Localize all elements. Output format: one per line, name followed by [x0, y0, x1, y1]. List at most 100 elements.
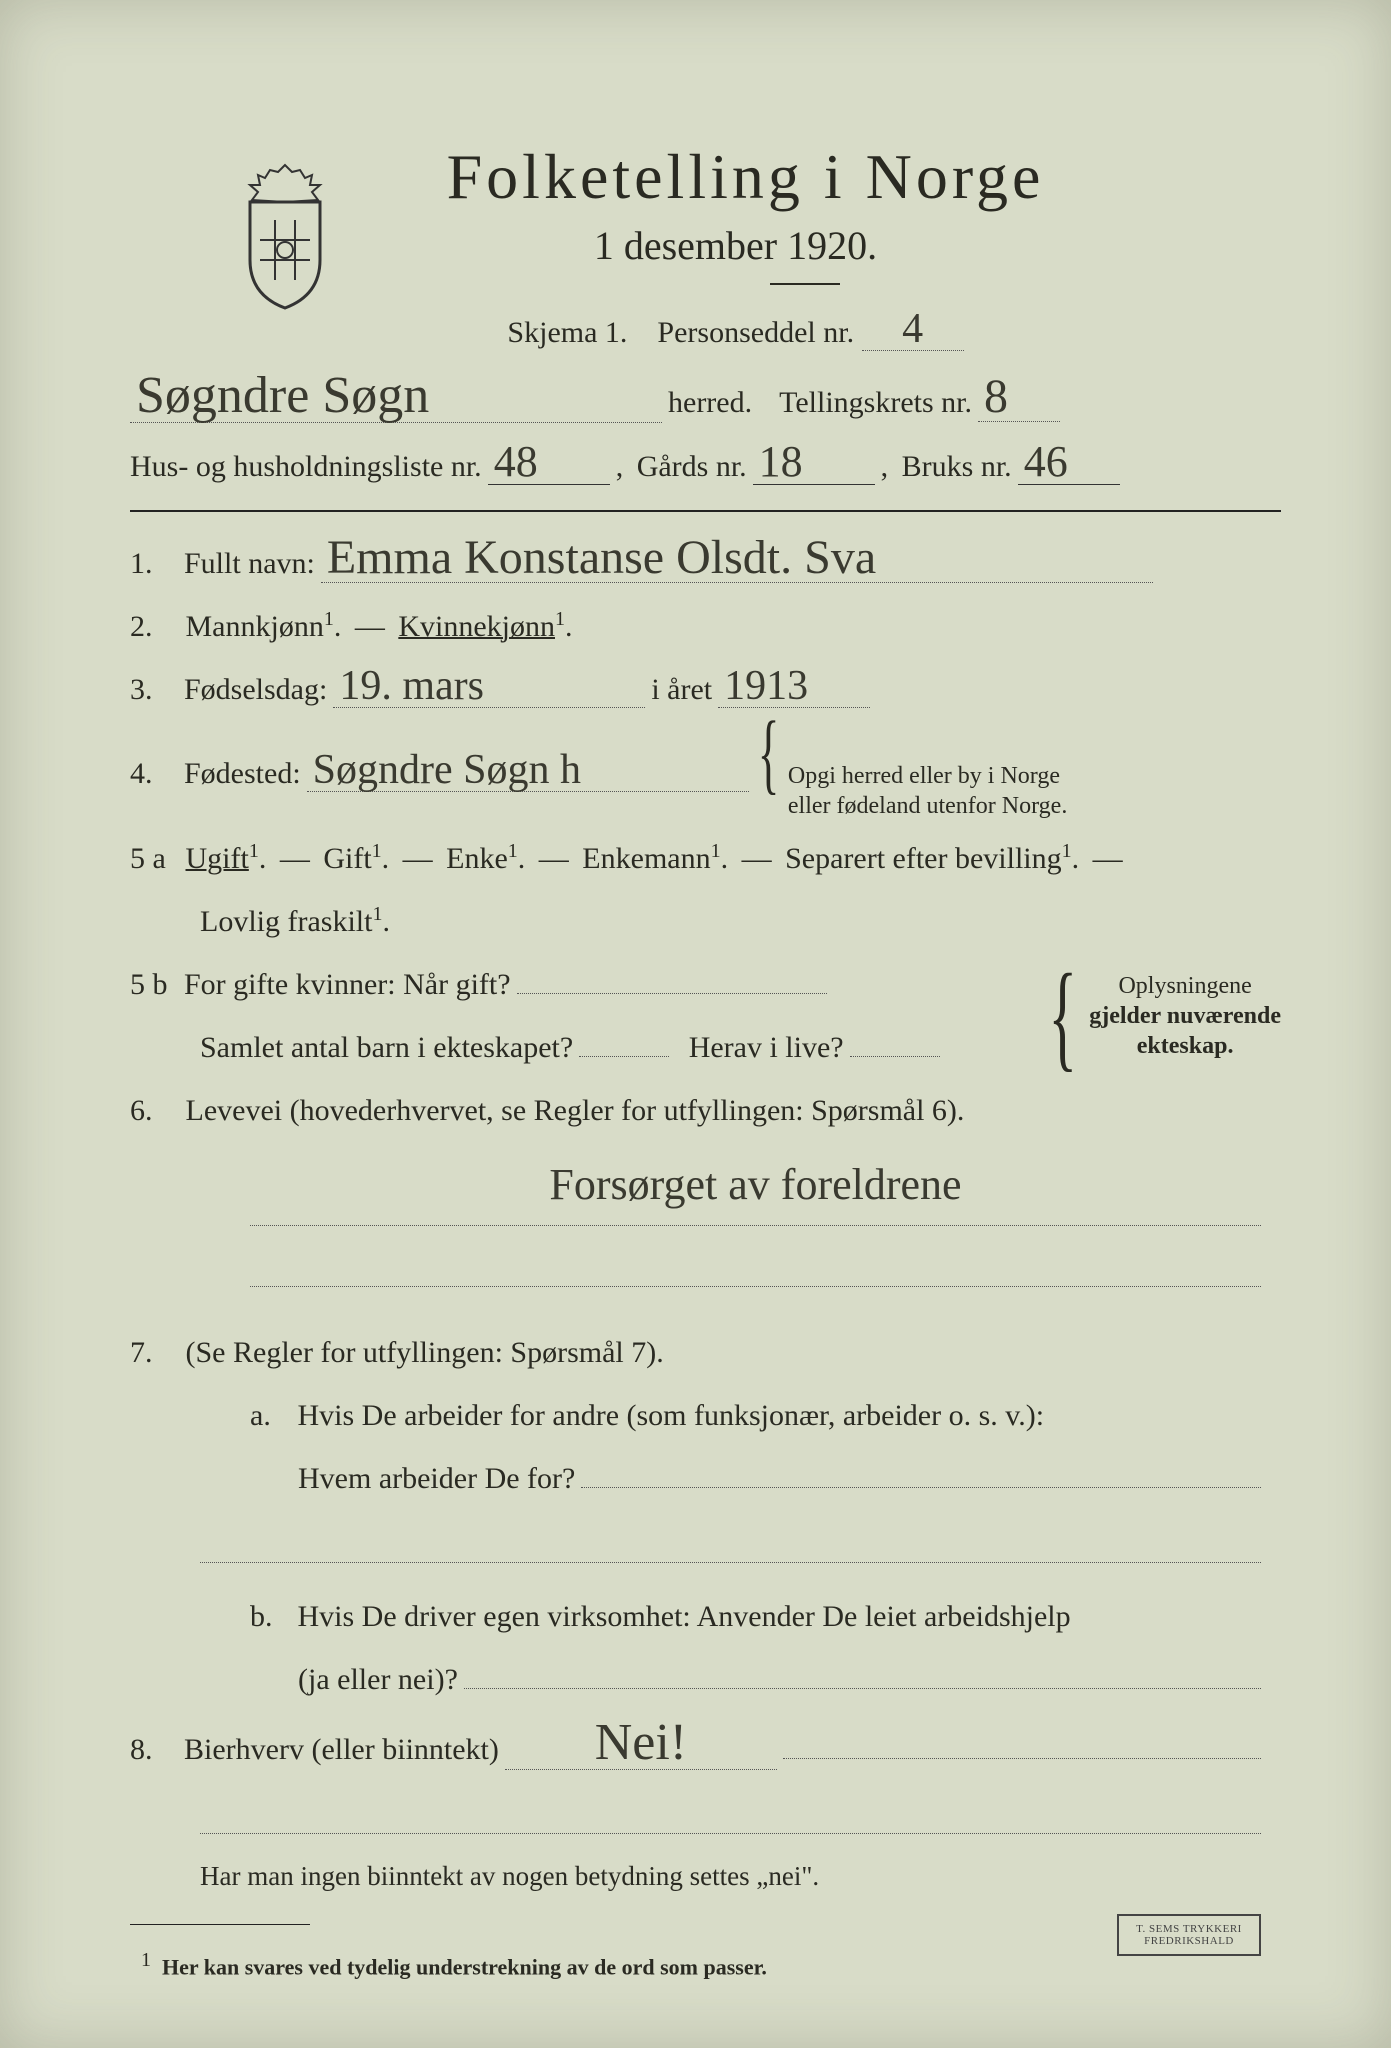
label-herred: herred.	[668, 377, 752, 428]
field-bierhverv: Nei!	[505, 1717, 777, 1770]
field-husliste-nr: 48	[488, 440, 610, 485]
q8-num: 8.	[130, 1724, 178, 1775]
label-bruks: Bruks nr.	[902, 441, 1012, 492]
stamp-line1: T. SEMS TRYKKERI	[1119, 1923, 1259, 1935]
q4-label: Fødested:	[184, 748, 301, 799]
form-body: Skjema 1. Personseddel nr. 4 Søgndre Søg…	[130, 307, 1281, 1985]
s5: 1	[1062, 840, 1072, 862]
field-bierhverv-2	[200, 1797, 1261, 1834]
q4-sidenote: Opgi herred eller by i Norge eller fødel…	[788, 761, 1067, 821]
field-fodselsdag: 19. mars	[333, 665, 645, 708]
q5b-label1: For gifte kvinner: Når gift?	[184, 959, 511, 1010]
label-skjema: Skjema 1.	[507, 316, 627, 349]
q4-side2: eller fødeland utenfor Norge.	[788, 793, 1067, 819]
field-personseddel-nr: 4	[862, 308, 964, 351]
d2: .	[382, 842, 390, 875]
q3-num: 3.	[130, 664, 178, 715]
field-herav-live	[850, 1026, 940, 1057]
q5a-enke: Enke	[446, 842, 508, 875]
q8-note: Har man ingen biinntekt av nogen betydni…	[200, 1861, 819, 1891]
q2-sup2: 1	[555, 608, 565, 630]
q1-label: Fullt navn:	[184, 538, 315, 589]
q5a-lovlig: Lovlig fraskilt	[200, 905, 372, 938]
footnote-text: Her kan svares ved tydelig understreknin…	[162, 1954, 767, 1979]
census-form-page: Folketelling i Norge 1 desember 1920. Sk…	[0, 0, 1391, 2048]
field-fodested: Søgndre Søgn h	[307, 749, 749, 792]
s6: 1	[372, 903, 382, 925]
horizontal-rule	[130, 510, 1281, 512]
q7b-num: b.	[250, 1591, 290, 1642]
footnote: 1 Her kan svares ved tydelig understrekn…	[130, 1943, 1281, 1986]
q4-side1: Opgi herred eller by i Norge	[788, 763, 1060, 789]
q5a-enkemann: Enkemann	[582, 842, 710, 875]
label-gards: Gårds nr.	[637, 441, 747, 492]
q5b-s1: Oplysningene	[1118, 973, 1251, 999]
field-herred: Søgndre Søgn	[130, 370, 662, 423]
field-tellingskrets-nr: 8	[978, 373, 1060, 422]
q5a-ugift: Ugift	[186, 842, 249, 875]
title-divider	[770, 283, 840, 285]
label-tellingskrets: Tellingskrets nr.	[779, 377, 972, 428]
q2-mann: Mannkjønn	[186, 610, 324, 643]
label-husliste: Hus- og husholdningsliste nr.	[130, 441, 482, 492]
q7-num: 7.	[130, 1327, 178, 1378]
q5a-gift: Gift	[323, 842, 371, 875]
q7a-label1: Hvis De arbeider for andre (som funksjon…	[298, 1399, 1045, 1432]
q3-aret: i året	[651, 664, 712, 715]
s2: 1	[372, 840, 382, 862]
s4: 1	[711, 840, 721, 862]
d5: .	[1072, 842, 1080, 875]
stamp-line2: FREDRIKSHALD	[1119, 1935, 1259, 1947]
field-antal-barn	[579, 1026, 669, 1057]
label-personseddel: Personseddel nr.	[657, 316, 854, 349]
page-subtitle: 1 desember 1920.	[190, 222, 1281, 269]
coat-of-arms-icon	[230, 160, 340, 310]
q7a-num: a.	[250, 1390, 290, 1441]
q2-kvinne: Kvinnekjønn	[398, 610, 555, 643]
field-fullt-navn: Emma Konstanse Olsdt. Sva	[321, 534, 1153, 583]
footnote-rule	[130, 1924, 310, 1925]
q1-num: 1.	[130, 538, 178, 589]
q5b-s3: ekteskap.	[1137, 1033, 1234, 1059]
q2-dot2: .	[565, 610, 573, 643]
q5b-num: 5 b	[130, 959, 178, 1010]
field-bruks-nr: 46	[1018, 440, 1120, 485]
field-arbeider-for-2	[200, 1526, 1261, 1563]
q7b-label1: Hvis De driver egen virksomhet: Anvender…	[298, 1600, 1071, 1633]
page-title: Folketelling i Norge	[210, 140, 1281, 214]
q5b-label3: Herav i live?	[689, 1022, 844, 1073]
d4: .	[721, 842, 729, 875]
d1: .	[259, 842, 267, 875]
field-gards-nr: 18	[753, 440, 875, 485]
field-ja-nei	[464, 1658, 1261, 1689]
q8-label: Bierhverv (eller biinntekt)	[184, 1724, 499, 1775]
q7b-label2: (ja eller nei)?	[298, 1654, 458, 1705]
q5b-sidenote: Oplysningene gjelder nuværende ekteskap.	[1089, 971, 1281, 1061]
d3: .	[518, 842, 526, 875]
field-arbeider-for	[581, 1457, 1261, 1488]
q7-label: (Se Regler for utfyllingen: Spørsmål 7).	[186, 1336, 664, 1369]
q2-num: 2.	[130, 601, 178, 652]
footnote-marker: 1	[141, 1949, 151, 1971]
d6: .	[382, 905, 390, 938]
printer-stamp: T. SEMS TRYKKERI FREDRIKSHALD	[1117, 1914, 1261, 1956]
field-levevei: Forsørget av foreldrene	[250, 1148, 1261, 1226]
q6-num: 6.	[130, 1085, 178, 1136]
q2-sup1: 1	[324, 608, 334, 630]
q2-dot1: .	[334, 610, 342, 643]
q5a-separert: Separert efter bevilling	[785, 842, 1062, 875]
s3: 1	[508, 840, 518, 862]
q4-num: 4.	[130, 748, 178, 799]
s1: 1	[249, 840, 259, 862]
field-bierhverv-rest	[783, 1728, 1261, 1759]
q5b-s2: gjelder nuværende	[1089, 1003, 1281, 1029]
q5b-label2: Samlet antal barn i ekteskapet?	[200, 1022, 573, 1073]
q3-label: Fødselsdag:	[184, 664, 327, 715]
q7a-label2: Hvem arbeider De for?	[298, 1453, 575, 1504]
brace-icon: {	[757, 727, 779, 781]
field-fodselsar: 1913	[718, 665, 870, 708]
brace-icon-2: {	[1048, 980, 1077, 1052]
q5a-num: 5 a	[130, 833, 178, 884]
field-levevei-2	[250, 1250, 1261, 1287]
field-nar-gift	[517, 963, 827, 994]
